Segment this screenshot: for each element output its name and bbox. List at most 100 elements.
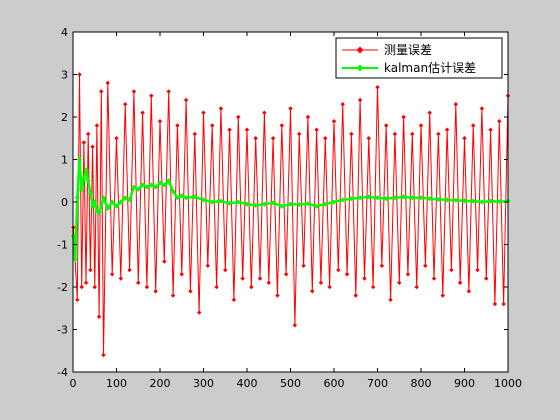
legend-marker-kalman	[356, 64, 364, 72]
x-tick-label: 500	[280, 377, 301, 390]
series-0-point	[149, 93, 154, 98]
series-0-point	[475, 267, 480, 273]
y-tick-label: 2	[61, 111, 68, 124]
series-0-point	[297, 131, 302, 137]
series-1-point	[357, 195, 363, 201]
series-0-point	[275, 293, 280, 298]
series-0-point	[105, 80, 110, 86]
series-0-point	[466, 289, 472, 294]
series-0-point	[83, 280, 89, 285]
series-0-point	[349, 131, 354, 137]
x-tick-label: 0	[70, 377, 77, 390]
series-0-point	[123, 102, 128, 107]
series-layer	[70, 72, 511, 358]
series-0-point	[457, 280, 463, 285]
series-1-point	[179, 193, 185, 199]
legend-box	[335, 37, 503, 79]
x-tick-label: 400	[237, 377, 258, 390]
series-0-point	[144, 284, 150, 290]
series-0-point	[384, 123, 389, 128]
series-0-point	[401, 114, 406, 120]
x-tick-label: 900	[454, 377, 475, 390]
series-0-point	[471, 123, 476, 128]
series-0-point	[427, 110, 432, 115]
series-0-point	[94, 123, 100, 128]
series-0-point	[205, 263, 211, 268]
series-0-point	[162, 259, 167, 264]
y-tick-label: -4	[57, 366, 68, 379]
series-0-point	[114, 136, 119, 141]
series-1-point	[261, 201, 267, 207]
series-0-point	[301, 263, 306, 268]
series-1-point	[131, 184, 137, 190]
series-1-point	[218, 198, 224, 204]
series-0-point	[175, 123, 180, 128]
series-0-point	[414, 284, 419, 290]
series-0-point	[305, 114, 311, 120]
series-0-point	[140, 110, 145, 115]
series-0-point	[118, 276, 124, 281]
series-0-point	[449, 267, 454, 273]
series-1-point	[144, 184, 150, 190]
series-0-point	[192, 131, 197, 137]
series-1-point	[140, 182, 146, 188]
series-0-point	[279, 123, 284, 128]
series-0-point	[397, 280, 402, 285]
series-1-point	[496, 198, 502, 205]
series-0-point	[484, 276, 489, 281]
series-1-point	[153, 184, 159, 190]
series-0-point	[90, 144, 95, 149]
series-1-point	[296, 201, 302, 208]
series-0-point	[99, 89, 104, 94]
series-1-point	[105, 205, 111, 211]
series-1-point	[161, 182, 167, 188]
series-0-point	[444, 127, 450, 132]
series-0-point	[283, 272, 289, 277]
series-0-point	[257, 276, 263, 281]
series-1-point	[461, 198, 468, 204]
series-0-point	[214, 284, 219, 290]
series-1-point	[72, 256, 78, 262]
series-1-point	[135, 186, 141, 192]
series-0-point	[166, 89, 171, 94]
series-0-point	[79, 284, 84, 290]
y-tick-label: 4	[61, 26, 68, 39]
series-1-point	[488, 198, 494, 204]
series-1-point	[183, 195, 189, 201]
series-0-point	[357, 97, 363, 103]
x-tick-label: 800	[411, 377, 432, 390]
series-0-point	[423, 263, 428, 268]
series-0-point	[497, 119, 502, 124]
series-1-point	[401, 194, 407, 200]
series-1-point	[270, 200, 276, 206]
series-0-point	[262, 110, 267, 115]
series-0-point	[75, 297, 80, 302]
series-1-point	[96, 210, 102, 216]
series-1-point	[348, 196, 354, 202]
series-1-point	[79, 186, 85, 192]
series-0-point	[170, 293, 176, 298]
ticks-layer: 0 100 200 300 400 500 600 700 800 900 1000 -4 -3 -2 -1…	[57, 26, 522, 390]
series-1-point	[392, 195, 398, 201]
series-0-point	[288, 106, 293, 111]
series-0-point	[179, 272, 184, 277]
series-0-point	[501, 301, 506, 307]
series-0-point	[153, 289, 158, 294]
legend-marker-measure	[356, 46, 364, 54]
series-1-point	[253, 202, 259, 208]
series-1-point	[192, 194, 198, 200]
series-0-point	[86, 131, 91, 137]
series-0-point	[210, 123, 215, 128]
series-0-point	[81, 140, 87, 145]
x-tick-label: 300	[193, 377, 214, 390]
series-0-point	[236, 114, 241, 120]
series-1-point	[235, 199, 241, 205]
series-0-point	[418, 123, 424, 128]
series-1-point	[340, 197, 346, 203]
series-1-point	[427, 196, 433, 202]
series-1-point	[435, 196, 441, 203]
series-1-point	[322, 201, 328, 207]
series-0-point	[410, 131, 415, 137]
x-tick-label: 600	[324, 377, 345, 390]
